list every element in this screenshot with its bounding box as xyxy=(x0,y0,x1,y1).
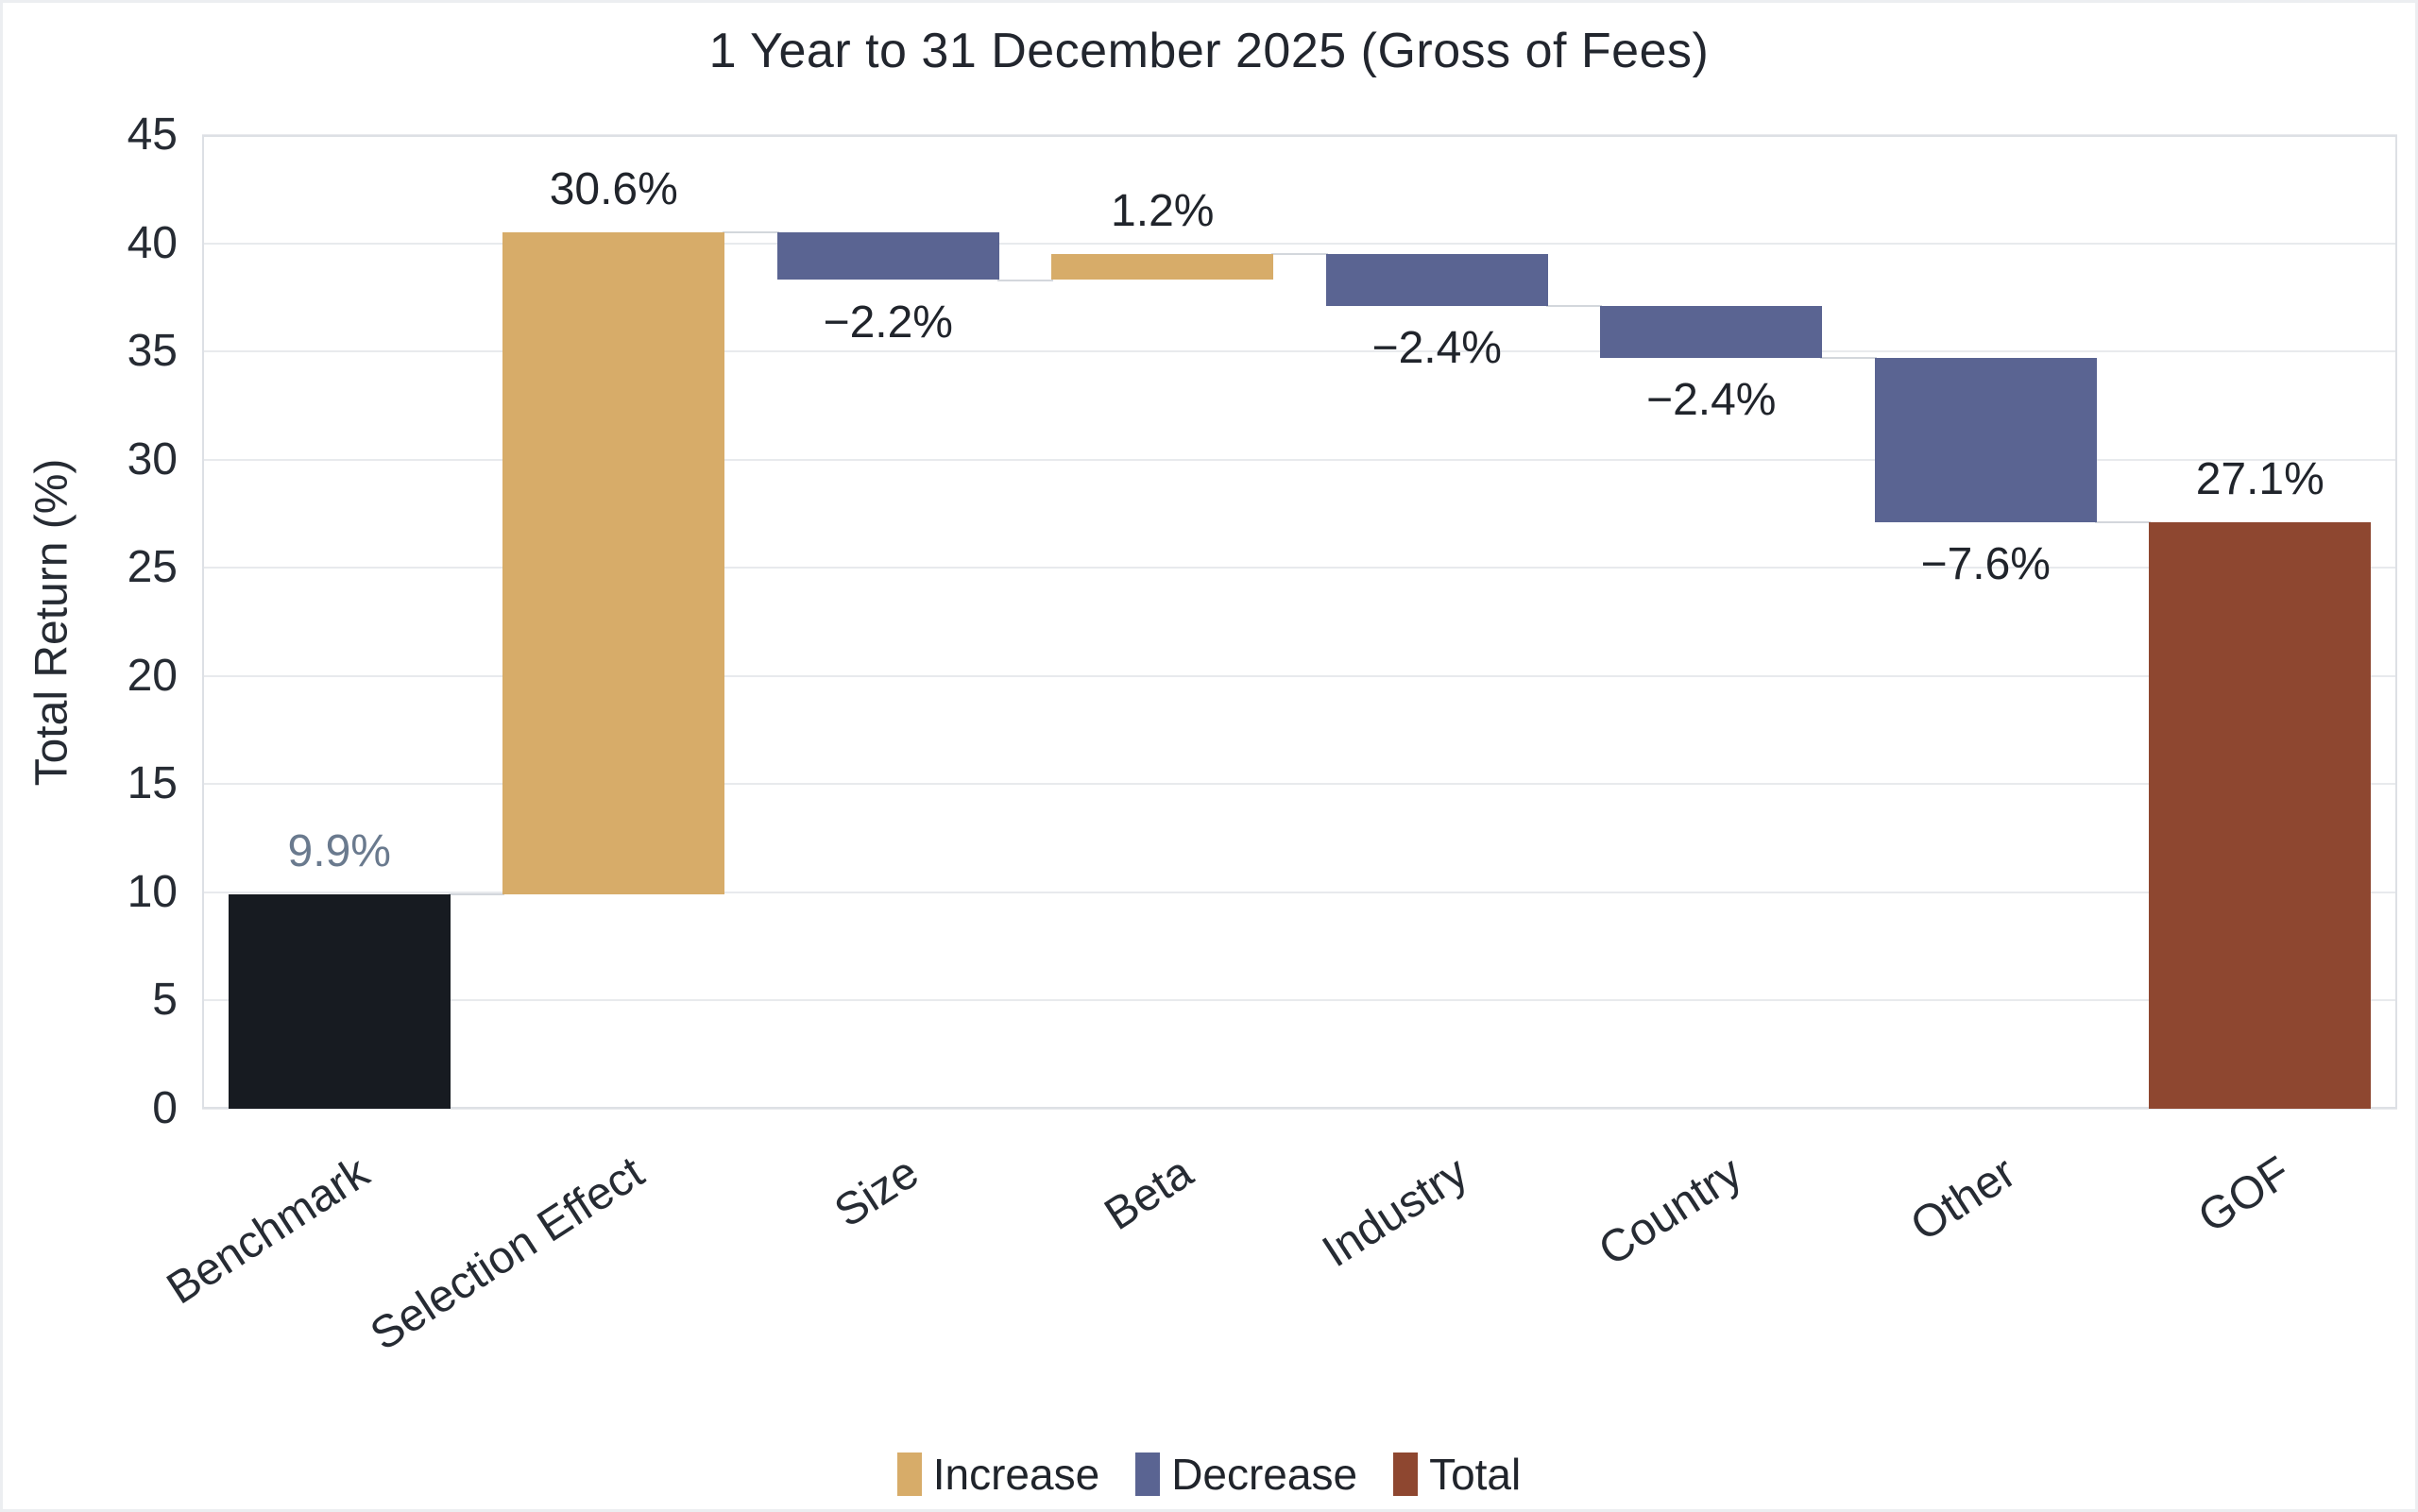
gridline-0 xyxy=(202,1108,2397,1110)
y-tick-label: 0 xyxy=(152,1083,178,1133)
gridline-40 xyxy=(202,242,2397,245)
y-tick-label: 25 xyxy=(127,542,178,593)
y-tick-label: 15 xyxy=(127,758,178,809)
legend-label-total: Total xyxy=(1429,1450,1522,1499)
legend-item-total[interactable]: Total xyxy=(1393,1453,1521,1496)
y-tick-label: 35 xyxy=(127,326,178,377)
plot-border xyxy=(202,135,2397,1109)
legend: Increase Decrease Total xyxy=(0,1432,2418,1512)
value-label-industry: −2.4% xyxy=(1371,322,1502,373)
legend-swatch-increase xyxy=(896,1453,922,1496)
value-label-country: −2.4% xyxy=(1646,374,1777,425)
connector-line xyxy=(2094,521,2152,524)
y-tick-label: 30 xyxy=(127,433,178,484)
value-label-size: −2.2% xyxy=(823,297,953,348)
legend-item-increase[interactable]: Increase xyxy=(896,1450,1100,1499)
connector-line xyxy=(448,893,505,896)
gridline-30 xyxy=(202,458,2397,461)
value-label-selection-effect: 30.6% xyxy=(549,164,678,215)
bar-gof[interactable] xyxy=(2149,522,2372,1109)
value-label-gof: 27.1% xyxy=(2195,454,2324,505)
connector-line xyxy=(723,231,779,234)
connector-line xyxy=(1271,253,1328,255)
value-label-benchmark: 9.9% xyxy=(287,826,391,877)
y-tick-label: 20 xyxy=(127,650,178,701)
bar-benchmark[interactable] xyxy=(228,894,451,1109)
legend-swatch-total xyxy=(1393,1453,1419,1496)
bar-industry[interactable] xyxy=(1325,254,1548,306)
connector-line xyxy=(1820,356,1877,359)
y-tick-label: 45 xyxy=(127,110,178,160)
y-tick-label: 40 xyxy=(127,217,178,268)
bar-beta[interactable] xyxy=(1051,254,1274,280)
bar-selection-effect[interactable] xyxy=(502,232,725,895)
connector-line xyxy=(996,279,1054,281)
legend-label-increase: Increase xyxy=(932,1450,1100,1499)
value-label-other: −7.6% xyxy=(1920,539,2051,590)
value-label-beta: 1.2% xyxy=(1111,186,1215,236)
legend-swatch-decrease xyxy=(1135,1453,1161,1496)
legend-item-decrease[interactable]: Decrease xyxy=(1135,1453,1357,1496)
bar-country[interactable] xyxy=(1600,305,1823,358)
y-tick-label: 10 xyxy=(127,866,178,917)
gridline-15 xyxy=(202,783,2397,786)
gridline-25 xyxy=(202,567,2397,569)
chart-title: 1 Year to 31 December 2025 (Gross of Fee… xyxy=(708,24,1710,78)
bar-other[interactable] xyxy=(1874,357,2097,523)
gridline-20 xyxy=(202,674,2397,677)
y-tick-label: 5 xyxy=(152,975,178,1026)
gridline-35 xyxy=(202,350,2397,353)
gridline-10 xyxy=(202,891,2397,893)
legend-label-decrease: Decrease xyxy=(1171,1450,1358,1499)
bar-size[interactable] xyxy=(776,232,999,280)
gridline-5 xyxy=(202,999,2397,1002)
connector-line xyxy=(1545,304,1603,307)
